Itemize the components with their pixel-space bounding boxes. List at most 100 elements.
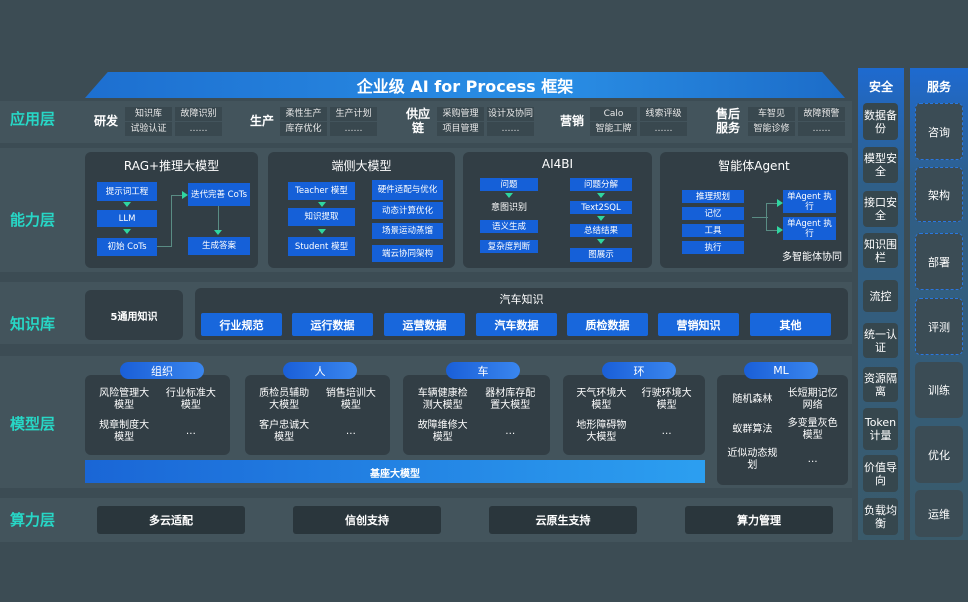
arrow-down-icon	[318, 202, 326, 207]
capability-box: 生成答案	[188, 237, 250, 255]
security-item[interactable]: 价值导向	[863, 455, 898, 492]
capability-box: 硬件适配与优化	[372, 180, 443, 200]
capability-box: 问题分解	[570, 178, 632, 191]
security-item[interactable]: 数据备份	[863, 103, 898, 140]
compute-item[interactable]: 多云适配	[97, 506, 245, 534]
security-item[interactable]: 接口安全	[863, 191, 898, 227]
model-group-panel	[403, 375, 550, 455]
capability-text: 多智能体协同	[782, 252, 842, 263]
capability-box: Student 模型	[288, 237, 355, 256]
service-item[interactable]: 优化	[915, 426, 963, 483]
service-item[interactable]: 运维	[915, 490, 963, 537]
model-item: …	[185, 426, 196, 437]
compute-item[interactable]: 算力管理	[685, 506, 833, 534]
compute-item[interactable]: 云原生支持	[489, 506, 637, 534]
model-item: 行驶环境大模型	[641, 388, 692, 411]
connector-line	[218, 206, 219, 230]
security-item[interactable]: 资源隔离	[863, 367, 898, 402]
panel-title: AI4BI	[541, 157, 574, 171]
service-item[interactable]: 咨询	[915, 103, 963, 160]
security-item[interactable]: 知识围栏	[863, 233, 898, 268]
capability-box: 记忆	[682, 207, 744, 220]
panel-title: RAG+推理大模型	[123, 159, 220, 173]
capability-box: 图展示	[570, 248, 632, 262]
capability-box: 动态计算优化	[372, 202, 443, 219]
arrow-down-icon	[123, 202, 131, 207]
knowledge-item[interactable]: 汽车数据	[476, 313, 557, 336]
arrow-right-icon	[182, 191, 188, 199]
app-item: 线索评级	[640, 107, 687, 121]
model-item: …	[345, 426, 356, 437]
arrow-down-icon	[318, 229, 326, 234]
app-group-4: 售后服务	[715, 107, 740, 135]
capability-box: 问题	[480, 178, 538, 191]
capability-box: 推理规划	[682, 190, 744, 203]
capability-box: 提示词工程	[97, 182, 157, 201]
general-knowledge-panel: 5通用知识	[85, 290, 183, 340]
knowledge-item[interactable]: 其他	[750, 313, 831, 336]
app-item: 试验认证	[125, 122, 172, 136]
app-item: ……	[487, 122, 534, 136]
service-title: 服务	[926, 80, 951, 94]
security-title: 安全	[868, 80, 893, 94]
model-item: 客户忠诚大模型	[259, 420, 310, 443]
app-item: ……	[175, 122, 222, 136]
model-group-pill: 环	[602, 362, 676, 379]
model-item: 规章制度大模型	[99, 420, 150, 443]
app-group-0: 研发	[93, 114, 118, 128]
app-item: 生产计划	[330, 107, 377, 121]
app-group-3: 营销	[559, 114, 584, 128]
app-item: 项目管理	[437, 122, 484, 136]
service-item[interactable]: 架构	[915, 167, 963, 222]
arrow-down-icon	[597, 216, 605, 221]
model-item: 蚁群算法	[732, 424, 773, 435]
capability-box: Teacher 模型	[288, 182, 355, 200]
capability-box: 初始 CoTs	[97, 238, 157, 256]
model-item: 天气环境大模型	[576, 388, 627, 411]
app-item: 采购管理	[437, 107, 484, 121]
capability-box: 单Agent 执行	[783, 190, 836, 213]
app-item: ……	[330, 122, 377, 136]
model-group-panel	[717, 375, 848, 485]
app-item: 知识库	[125, 107, 172, 121]
knowledge-item[interactable]: 质检数据	[567, 313, 648, 336]
model-group-pill: 组织	[120, 362, 204, 379]
connector-line	[766, 203, 777, 204]
security-item[interactable]: 模型安全	[863, 147, 898, 183]
security-item[interactable]: 统一认证	[863, 323, 898, 358]
model-item: 风险管理大模型	[99, 388, 150, 411]
model-group-panel	[85, 375, 230, 455]
capability-box: 场景运动蒸馏	[372, 223, 443, 239]
service-item[interactable]: 训练	[915, 362, 963, 418]
model-group-panel	[563, 375, 705, 455]
app-item: 柔性生产	[280, 107, 327, 121]
app-item: 智能工牌	[590, 122, 637, 136]
arrow-down-icon	[597, 239, 605, 244]
app-item: 车智见	[748, 107, 795, 121]
model-item: 近似动态规划	[727, 448, 778, 471]
security-item[interactable]: 流控	[863, 280, 898, 312]
service-column: 服务咨询架构部署评测训练优化运维	[910, 68, 968, 540]
capability-box: 执行	[682, 241, 744, 254]
service-item[interactable]: 评测	[915, 298, 963, 355]
capability-box: Text2SQL	[570, 201, 632, 214]
general-knowledge-label: 5通用知识	[110, 312, 158, 323]
capability-box: LLM	[97, 210, 157, 227]
model-group-panel	[245, 375, 390, 455]
model-item: 随机森林	[732, 394, 773, 405]
capability-text: 意图识别	[490, 203, 527, 213]
panel-title: 端侧大模型	[331, 159, 392, 173]
title-banner: 企业级 AI for Process 框架	[85, 72, 845, 98]
knowledge-item[interactable]: 营销知识	[658, 313, 739, 336]
security-column: 安全数据备份模型安全接口安全知识围栏流控统一认证资源隔离 Token计量价值导向负…	[858, 68, 904, 540]
model-item: …	[807, 454, 818, 465]
auto-knowledge-title: 汽车知识	[499, 293, 544, 306]
security-item[interactable]: 负载均衡	[863, 498, 898, 535]
service-item[interactable]: 部署	[915, 233, 963, 290]
knowledge-item[interactable]: 运营数据	[384, 313, 465, 336]
knowledge-item[interactable]: 运行数据	[292, 313, 373, 336]
security-item[interactable]: Token计量	[863, 408, 898, 450]
knowledge-item[interactable]: 行业规范	[201, 313, 282, 336]
compute-item[interactable]: 信创支持	[293, 506, 441, 534]
arrow-down-icon	[214, 230, 222, 235]
